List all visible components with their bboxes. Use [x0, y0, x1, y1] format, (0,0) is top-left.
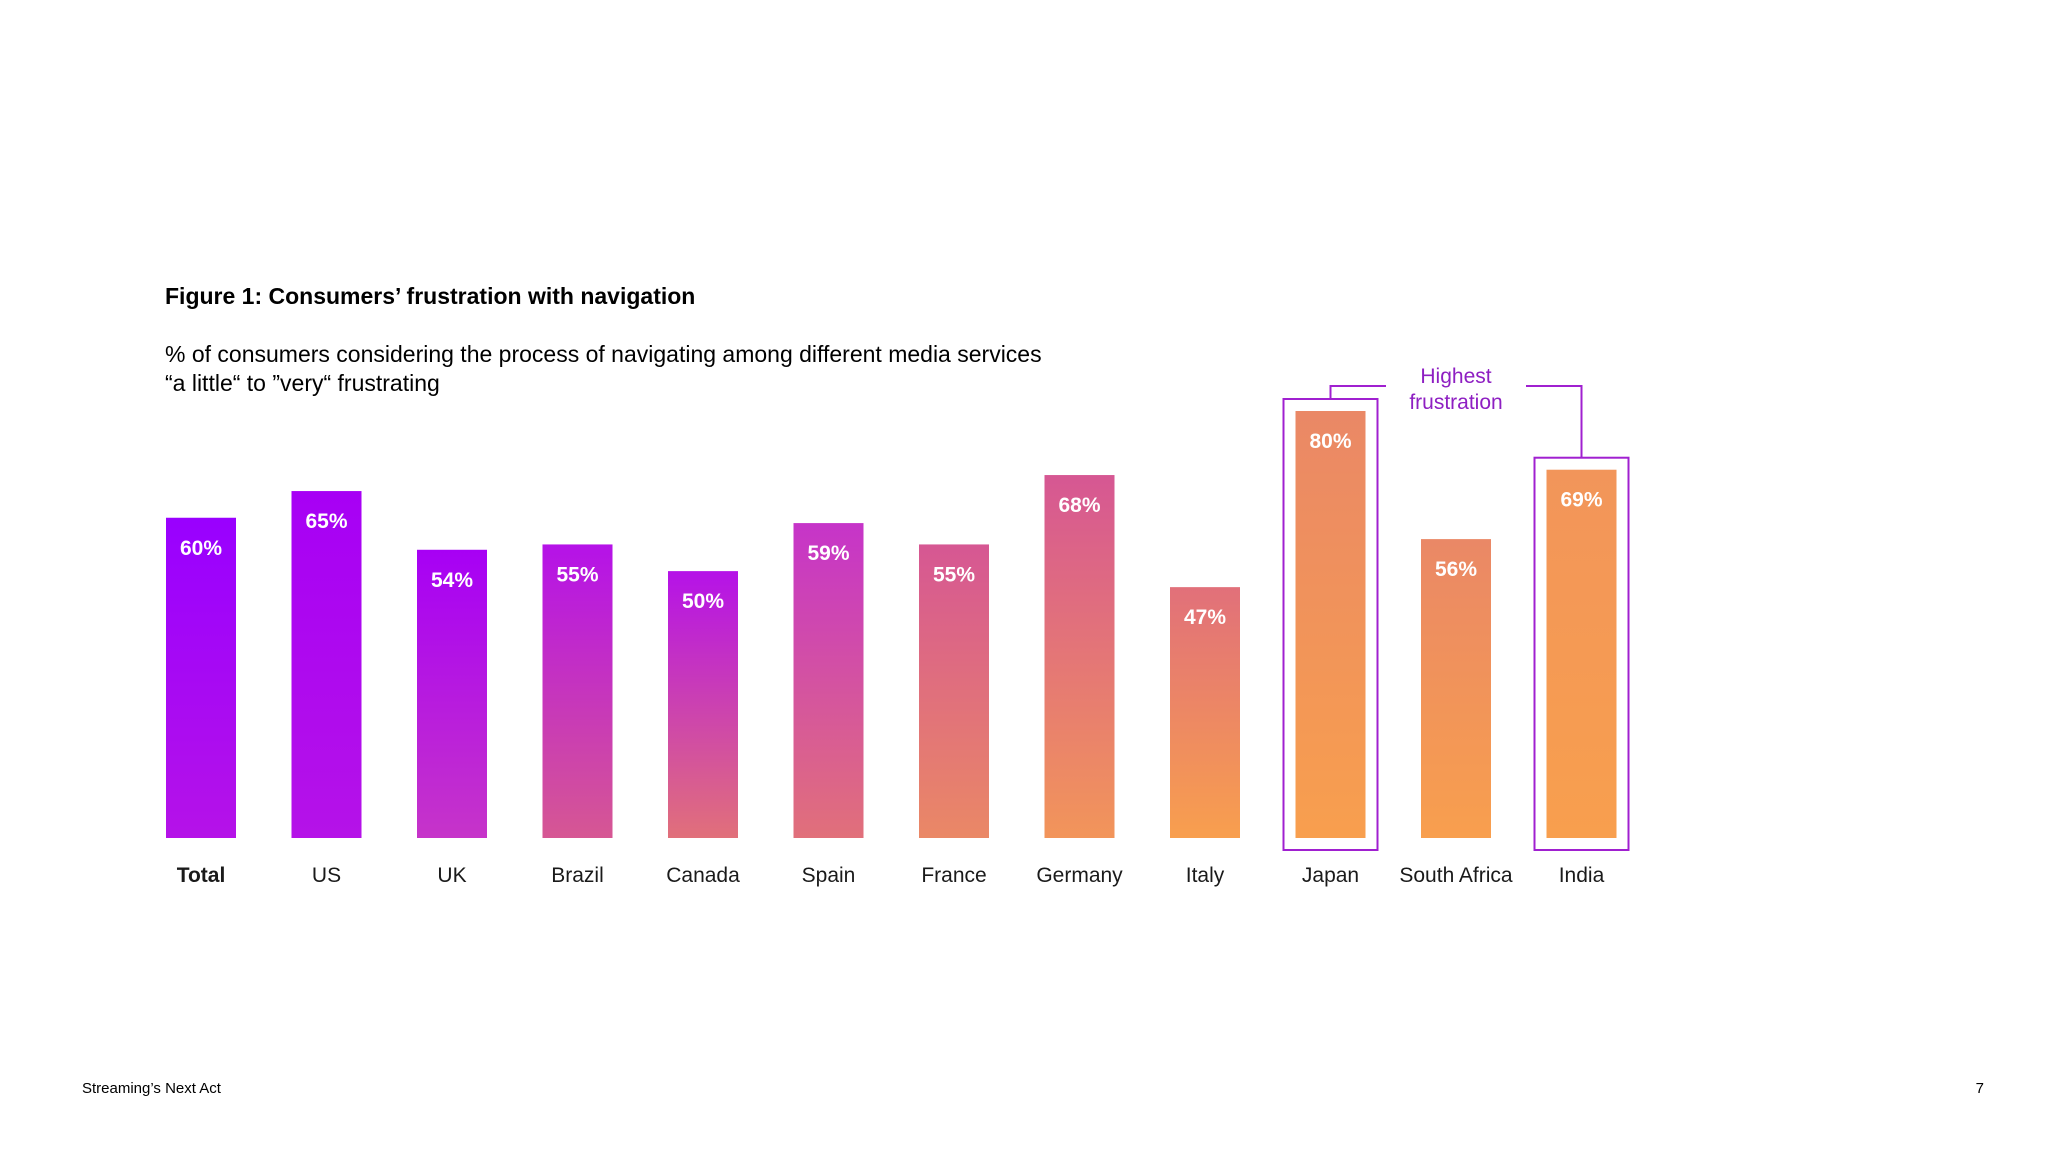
data-label-us: 65% — [305, 510, 347, 533]
category-label-india: India — [1559, 864, 1605, 887]
bar-us — [291, 491, 362, 838]
annotation-text-line-2: frustration — [1409, 391, 1502, 414]
category-label-italy: Italy — [1186, 864, 1225, 887]
bar-canada — [668, 571, 738, 838]
category-label-uk: UK — [437, 864, 466, 887]
category-label-spain: Spain — [802, 864, 856, 887]
bar-south-africa — [1421, 539, 1491, 838]
data-label-france: 55% — [933, 563, 975, 586]
data-label-germany: 68% — [1058, 494, 1100, 517]
annotation-text-line-1: Highest — [1420, 365, 1491, 388]
data-label-spain: 59% — [807, 542, 849, 565]
category-label-us: US — [312, 864, 341, 887]
subtitle-line-1: % of consumers considering the process o… — [165, 341, 1042, 367]
data-label-south-africa: 56% — [1435, 558, 1477, 581]
category-label-total: Total — [177, 864, 226, 887]
data-label-brazil: 55% — [556, 563, 598, 586]
category-label-canada: Canada — [666, 864, 740, 887]
category-label-japan: Japan — [1302, 864, 1359, 887]
chart-subtitle: % of consumers considering the process o… — [165, 340, 1265, 398]
data-label-uk: 54% — [431, 569, 473, 592]
category-label-germany: Germany — [1036, 864, 1123, 887]
footer-report-title: Streaming’s Next Act — [82, 1080, 221, 1097]
subtitle-line-2: “a little“ to ”very“ frustrating — [165, 370, 440, 396]
data-label-india: 69% — [1560, 489, 1602, 512]
figure-title: Figure 1: Consumers’ frustration with na… — [165, 283, 696, 309]
bar-total — [166, 517, 236, 838]
category-label-south-africa: South Africa — [1399, 864, 1513, 887]
data-label-italy: 47% — [1184, 606, 1226, 629]
bar-italy — [1170, 587, 1240, 838]
footer-page-number: 7 — [1975, 1080, 1984, 1097]
annotation-bracket-right — [1526, 385, 1583, 458]
bar-uk — [417, 549, 487, 838]
category-label-brazil: Brazil — [551, 864, 604, 887]
bar-spain — [793, 523, 864, 838]
annotation-bracket-left — [1329, 385, 1386, 399]
bar-france — [919, 544, 989, 838]
category-label-france: France — [921, 864, 986, 887]
data-label-total: 60% — [180, 537, 222, 560]
bar-india — [1546, 469, 1617, 838]
data-label-japan: 80% — [1309, 430, 1351, 453]
bar-germany — [1044, 475, 1115, 838]
bar-japan — [1295, 411, 1366, 838]
bar-brazil — [542, 544, 613, 838]
data-label-canada: 50% — [682, 590, 724, 613]
